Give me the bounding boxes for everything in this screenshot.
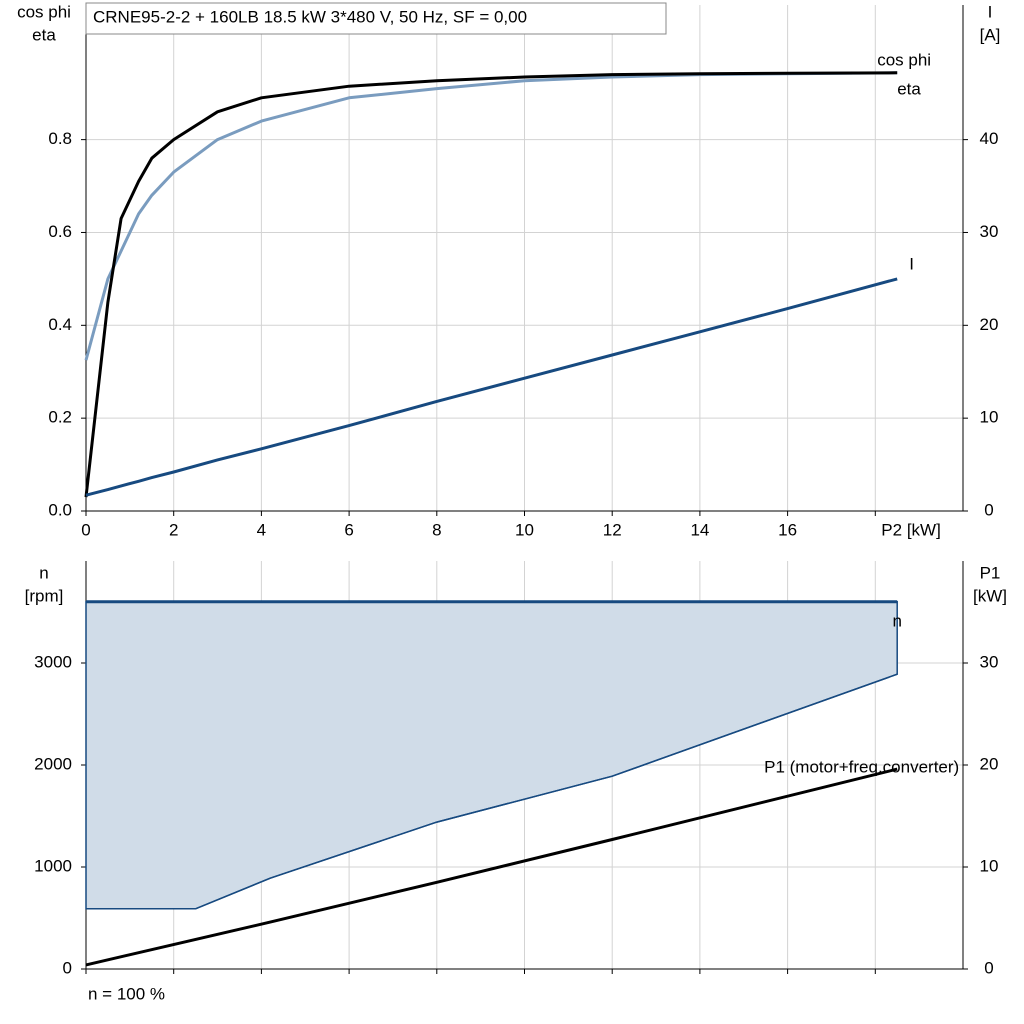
y2-tick-label: 20 [980,754,999,773]
series-label: P1 (motor+freq.converter) [764,758,959,777]
y2-tick-label: 40 [980,129,999,148]
y-tick-label: 1000 [34,856,72,875]
y2-tick-label: 0 [984,500,993,519]
y-axis-title: n [39,563,48,582]
x-tick-label: P2 [kW] [881,520,941,539]
y-tick-label: 0.0 [48,500,72,519]
y2-axis-title: [kW] [973,586,1007,605]
series-label: I [909,254,914,273]
y-tick-label: 0.2 [48,408,72,427]
y2-tick-label: 30 [980,222,999,241]
y-tick-label: 3000 [34,652,72,671]
y-tick-label: 2000 [34,754,72,773]
title-box [85,2,667,35]
y-axis-title: cos phi [17,2,71,21]
y-tick-label: 0.6 [48,222,72,241]
y2-tick-label: 30 [980,652,999,671]
y-axis-title: eta [32,25,56,44]
y-tick-label: 0.8 [48,129,72,148]
x-tick-label: 16 [778,520,797,539]
x-tick-label: 8 [432,520,441,539]
x-tick-label: 10 [515,520,534,539]
lower-line [86,673,898,910]
chart-title: CRNE95-2-2 + 160LB 18.5 kW 3*480 V, 50 H… [93,7,527,26]
line [85,767,898,967]
y2-tick-label: 10 [980,408,999,427]
series-label: eta [897,79,921,98]
y2-axis-title: I [988,2,993,21]
y-axis-title: [rpm] [25,586,64,605]
y2-axis-title: [A] [980,25,1001,44]
x-tick-label: 0 [81,520,90,539]
x-tick-label: 4 [257,520,266,539]
area [85,601,898,910]
note: n = 100 % [88,984,165,1003]
x-tick-label: 2 [169,520,178,539]
y2-axis-title: P1 [980,563,1001,582]
y2-tick-label: 0 [984,958,993,977]
x-tick-label: 14 [690,520,709,539]
line [84,71,898,498]
series-label: n [892,611,901,630]
x-tick-label: 6 [344,520,353,539]
y2-tick-label: 20 [980,315,999,334]
x-tick-label: 12 [603,520,622,539]
series-label: cos phi [877,50,931,69]
y-tick-label: 0.4 [48,315,72,334]
y2-tick-label: 10 [980,856,999,875]
y-tick-label: 0 [63,958,72,977]
line [84,71,898,361]
line [85,277,898,497]
